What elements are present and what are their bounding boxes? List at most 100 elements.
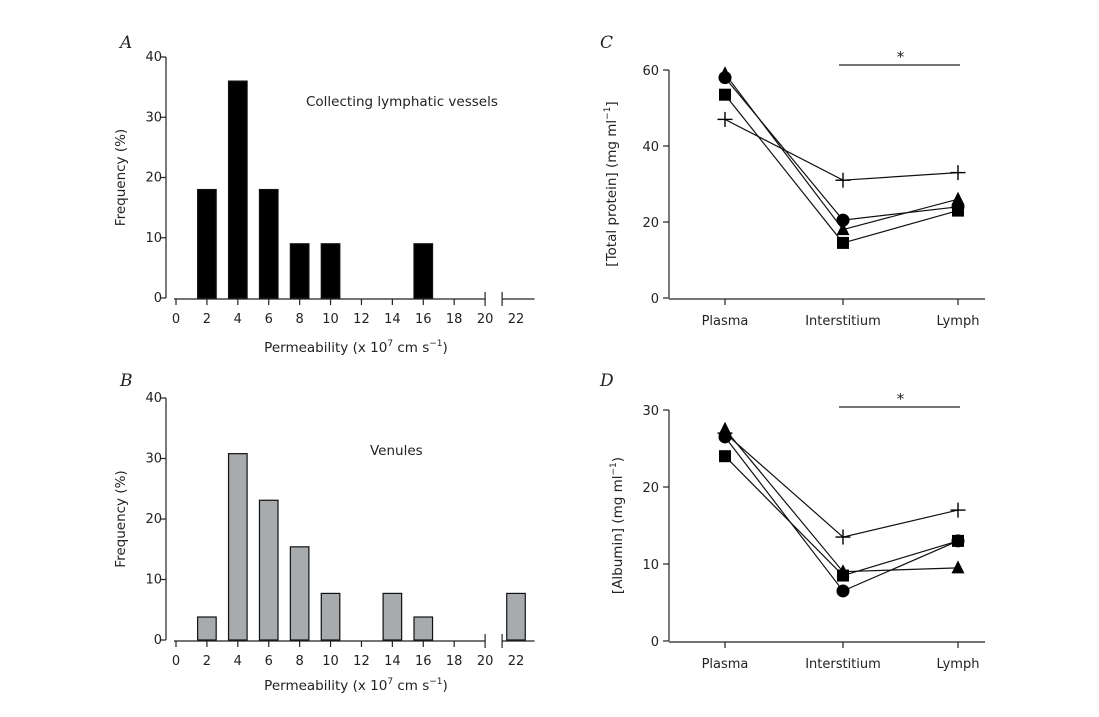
y-tick-label: 10: [145, 231, 162, 246]
x-axis-title: Permeability (x 107 cm s−1): [264, 677, 448, 694]
x-tick-label: 6: [265, 654, 273, 669]
x-tick-label: 8: [295, 654, 303, 669]
y-axis-title: Frequency (%): [113, 129, 129, 226]
x-tick-label: 6: [265, 312, 273, 327]
y-tick-label: 20: [642, 481, 659, 496]
bar: [227, 453, 248, 641]
x-tick-label: 14: [384, 654, 401, 669]
y-tick-label: 10: [642, 558, 659, 573]
x-tick-label: 18: [446, 312, 463, 327]
x-tick-label: 14: [384, 312, 401, 327]
x-axis-title-unit: cm s: [393, 340, 429, 356]
chart-annotation: Collecting lymphatic vessels: [306, 94, 498, 110]
bar: [413, 243, 434, 299]
x-tick-label: 4: [234, 312, 242, 327]
y-tick-label: 0: [154, 291, 162, 306]
x-tick-label: 8: [295, 312, 303, 327]
bar: [258, 499, 279, 641]
bar: [197, 188, 217, 299]
x-tick-label: 12: [353, 654, 370, 669]
significance-label: *: [897, 390, 905, 408]
x-tick-label: 16: [415, 312, 432, 327]
circle-marker: [718, 71, 732, 85]
x-tick-label: Lymph: [937, 314, 980, 329]
x-tick-label: Lymph: [937, 657, 980, 672]
y-tick-label: 10: [145, 573, 162, 588]
y-axis-title: Frequency (%): [113, 470, 129, 567]
x-tick-label: 18: [446, 654, 463, 669]
x-tick-label: Interstitium: [805, 314, 881, 329]
bar: [320, 243, 341, 299]
panel-d: D 0 10 20 30 Plasma Interstitium Lymph * [Albumin…: [599, 371, 985, 672]
bar: [413, 616, 434, 641]
x-tick-label: Interstitium: [805, 657, 881, 672]
y-axis-title-sup: −1: [603, 107, 613, 120]
y-tick-label: 30: [642, 404, 659, 419]
series-line: [724, 432, 959, 538]
x-axis-title-close: ): [443, 678, 448, 694]
x-tick-label: 20: [477, 654, 494, 669]
x-axis-title-unit-sup: −1: [429, 677, 442, 687]
x-tick-label: 20: [477, 312, 494, 327]
square-marker: [837, 569, 849, 582]
x-tick-label: 10: [322, 312, 339, 327]
bar: [320, 592, 341, 641]
y-tick-label: 0: [651, 635, 659, 650]
series-line: [724, 73, 959, 231]
y-axis-title-sup: −1: [609, 462, 619, 475]
bar: [258, 188, 279, 299]
x-tick-label: 16: [415, 654, 432, 669]
y-tick-label: 20: [145, 171, 162, 186]
y-tick-label: 20: [145, 512, 162, 527]
triangle-marker: [951, 560, 965, 574]
x-tick-label: 2: [203, 654, 211, 669]
x-tick-label: 10: [322, 654, 339, 669]
x-axis-title-sup: 7: [387, 677, 393, 687]
x-axis-title-unit: cm s: [393, 678, 429, 694]
x-axis-title-main: Permeability (x 10: [264, 340, 387, 356]
x-axis-title: Permeability (x 107 cm s−1): [264, 339, 448, 356]
x-tick-label: 2: [203, 312, 211, 327]
y-tick-label: 30: [145, 110, 162, 125]
x-tick-label: 0: [172, 654, 180, 669]
bar: [382, 592, 403, 641]
circle-marker: [836, 584, 850, 598]
triangle-marker: [836, 222, 850, 236]
square-marker: [952, 204, 964, 217]
panel-b: B 0 10 20 30 40 0 2 4 6 8 10 12 14 16 18 20 22 Venules Perm…: [113, 371, 535, 694]
y-axis-title: [Albumin] (mg ml−1): [609, 457, 626, 594]
panel-c: C 0 20 40 60 Plasma Interstitium Lymph * [Total p…: [600, 33, 985, 329]
x-axis-title-main: Permeability (x 10: [264, 678, 387, 694]
y-tick-label: 20: [642, 216, 659, 231]
y-tick-label: 60: [642, 64, 659, 79]
square-marker: [719, 450, 731, 463]
x-axis-title-sup: 7: [387, 339, 393, 349]
series-line: [724, 428, 959, 573]
x-axis-title-unit-sup: −1: [429, 339, 442, 349]
panel-a: A 0 10 20 30 40 0 2 4 6 8 10 12 14 16 18 20 22 Collecting …: [113, 33, 535, 356]
square-marker: [952, 534, 964, 547]
x-axis-title-close: ): [443, 340, 448, 356]
bar: [506, 592, 526, 641]
y-tick-label: 0: [651, 292, 659, 307]
y-axis-title: [Total protein] (mg ml−1]: [603, 101, 620, 266]
square-marker: [837, 236, 849, 249]
x-tick-label: 0: [172, 312, 180, 327]
y-tick-label: 0: [154, 633, 162, 648]
y-axis-title-close: ]: [604, 101, 620, 106]
bar: [227, 80, 248, 299]
y-axis-title-main: [Total protein] (mg ml: [604, 120, 620, 267]
panel-letter: C: [600, 33, 613, 53]
series-line: [724, 77, 959, 221]
panel-letter: D: [599, 371, 614, 391]
x-tick-label: Plasma: [702, 314, 749, 329]
y-axis-title-main: [Albumin] (mg ml: [610, 475, 626, 594]
y-tick-label: 40: [145, 391, 162, 406]
bar: [289, 243, 310, 299]
x-tick-label: 22: [508, 312, 525, 327]
y-tick-label: 40: [145, 50, 162, 65]
x-tick-label: 22: [508, 654, 525, 669]
y-tick-label: 30: [145, 452, 162, 467]
chart-annotation: Venules: [370, 443, 423, 459]
